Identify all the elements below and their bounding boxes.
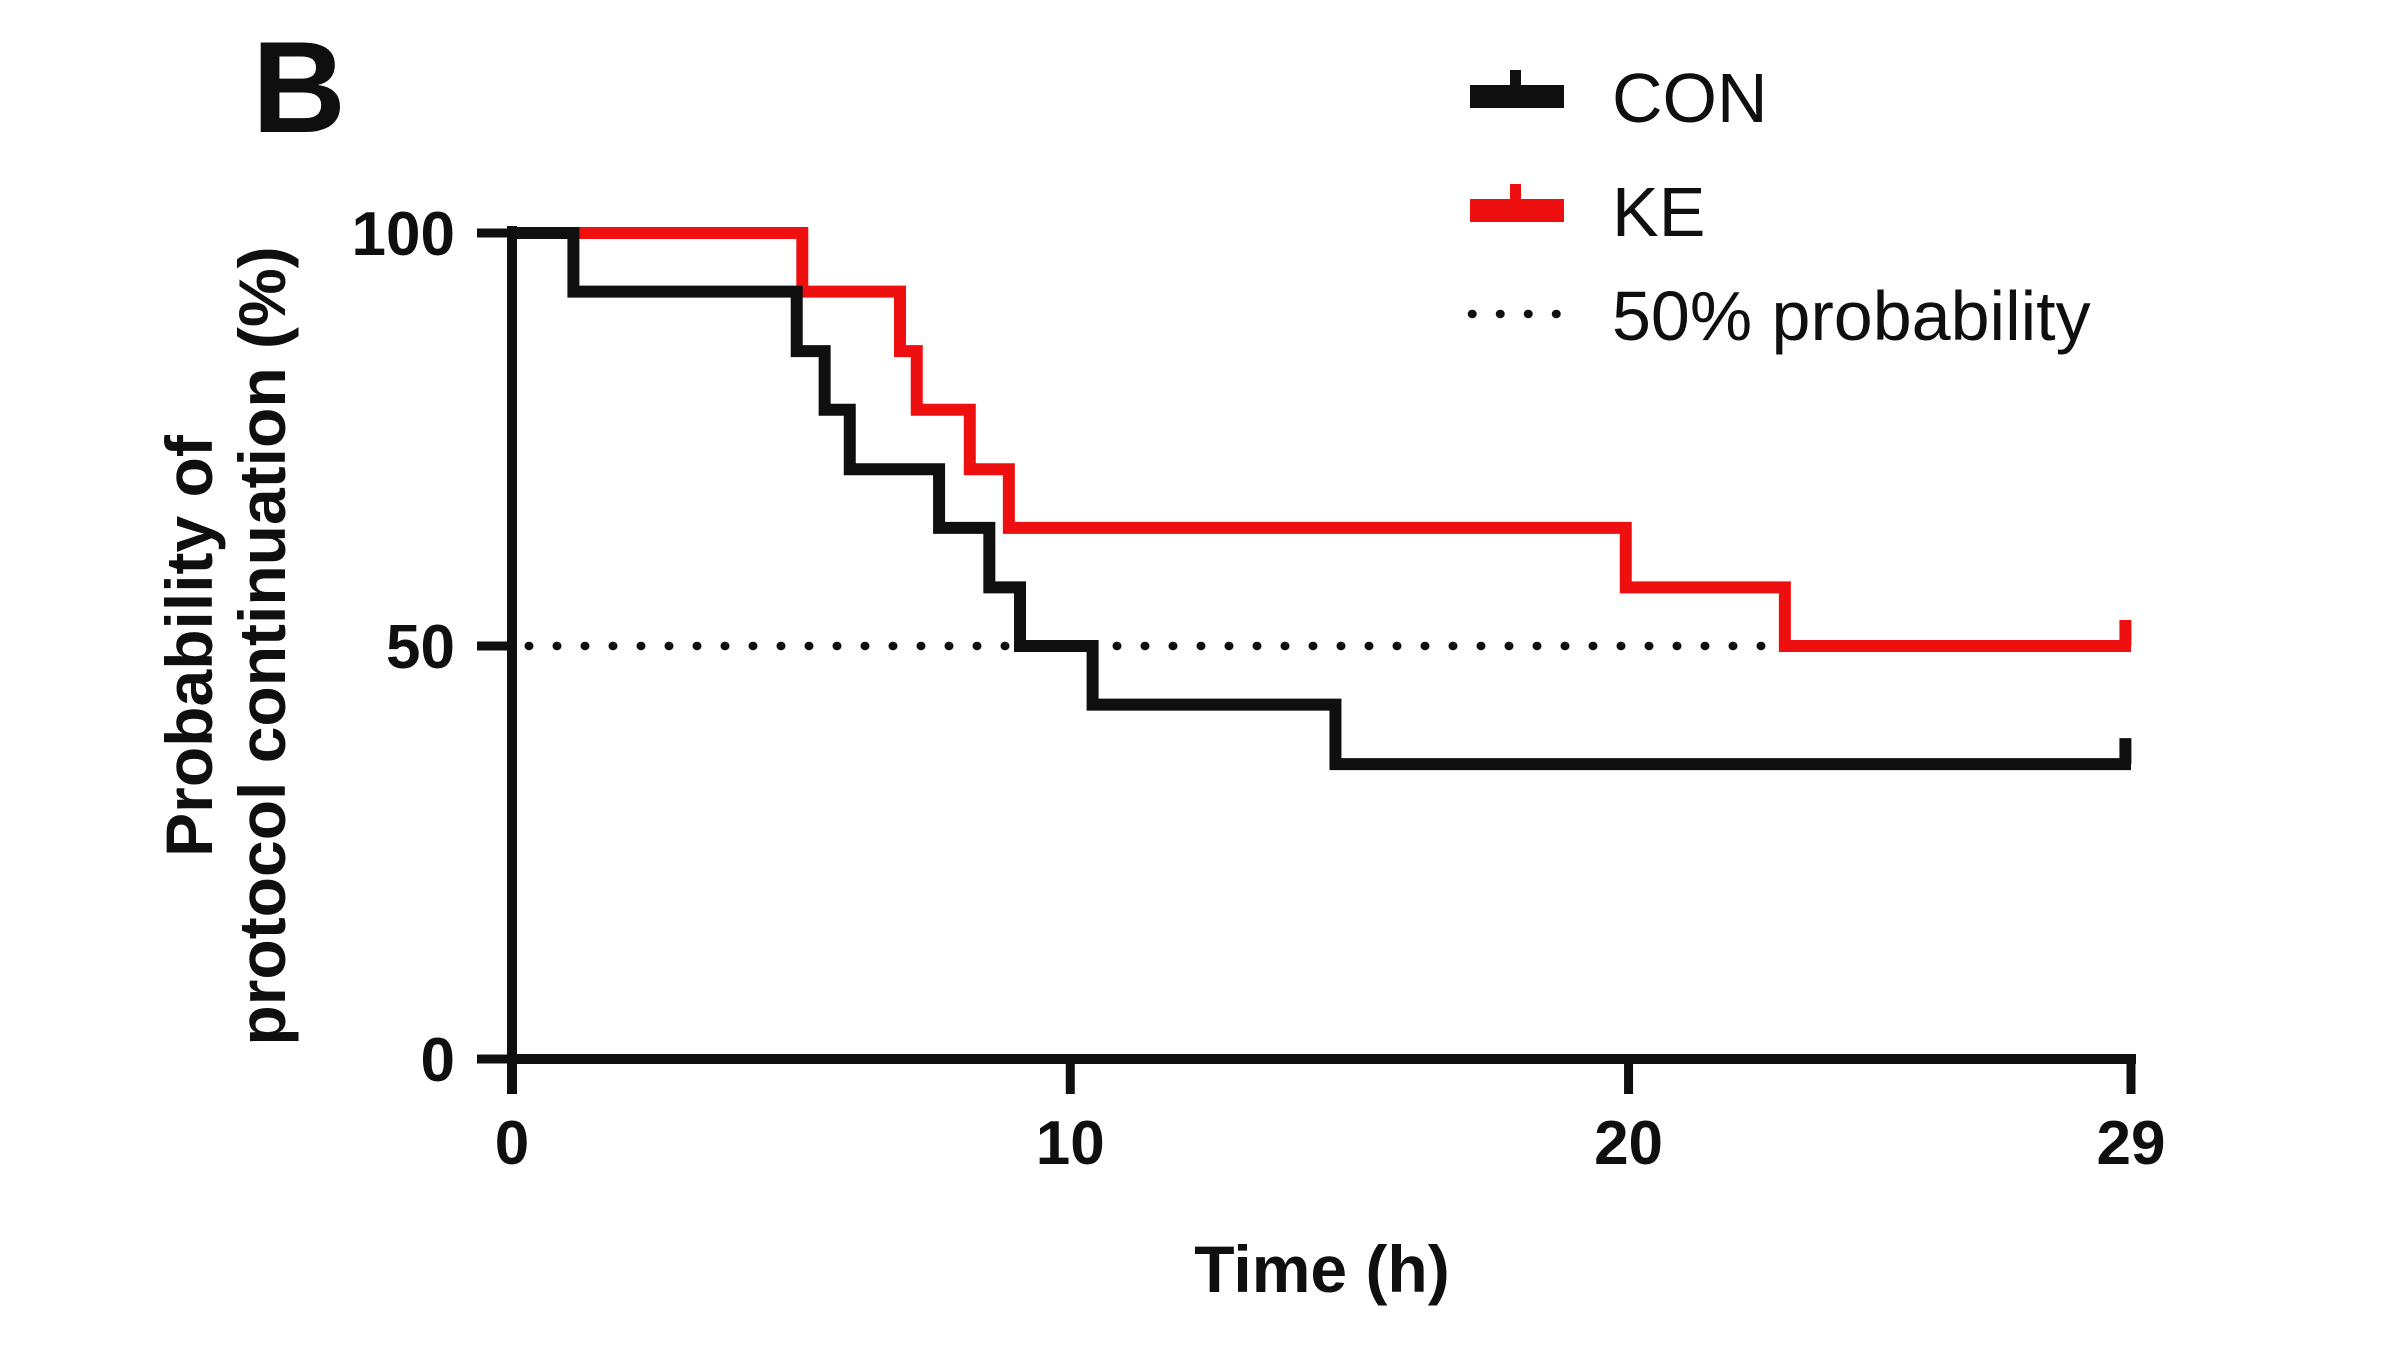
legend: CON KE 50% probability — [1467, 59, 2091, 355]
y-tick-label: 100 — [352, 200, 455, 269]
legend-label-50pct: 50% probability — [1612, 277, 2091, 355]
legend-item-con: CON — [1470, 59, 1768, 137]
y-axis-title-line2: protocol continuation (%) — [225, 246, 299, 1045]
y-tick-label: 0 — [421, 1026, 455, 1095]
con-line-icon — [1470, 85, 1564, 108]
legend-label-con: CON — [1612, 59, 1768, 137]
x-tick-label: 0 — [495, 1109, 529, 1178]
y-axis-title-line1: Probability of — [152, 434, 226, 857]
x-axis-ticks: 0 10 20 29 — [495, 1059, 2166, 1178]
x-tick-label: 20 — [1594, 1109, 1663, 1178]
y-tick-label: 50 — [386, 613, 455, 682]
legend-item-ke: KE — [1470, 173, 1705, 251]
y-axis-ticks: 100 50 0 — [352, 200, 512, 1095]
con-censor-tick-icon — [1510, 70, 1521, 88]
ke-curve — [512, 227, 2131, 652]
panel-label: B — [252, 14, 346, 160]
x-tick-label: 29 — [2097, 1109, 2166, 1178]
ke-censor-tick-icon — [1510, 184, 1521, 202]
ke-line-icon — [1470, 199, 1564, 222]
legend-item-50pct: 50% probability — [1467, 277, 2091, 355]
x-tick-label: 10 — [1036, 1109, 1105, 1178]
x-axis-title: Time (h) — [1194, 1232, 1449, 1306]
legend-label-ke: KE — [1612, 173, 1705, 251]
con-curve — [512, 227, 2131, 771]
